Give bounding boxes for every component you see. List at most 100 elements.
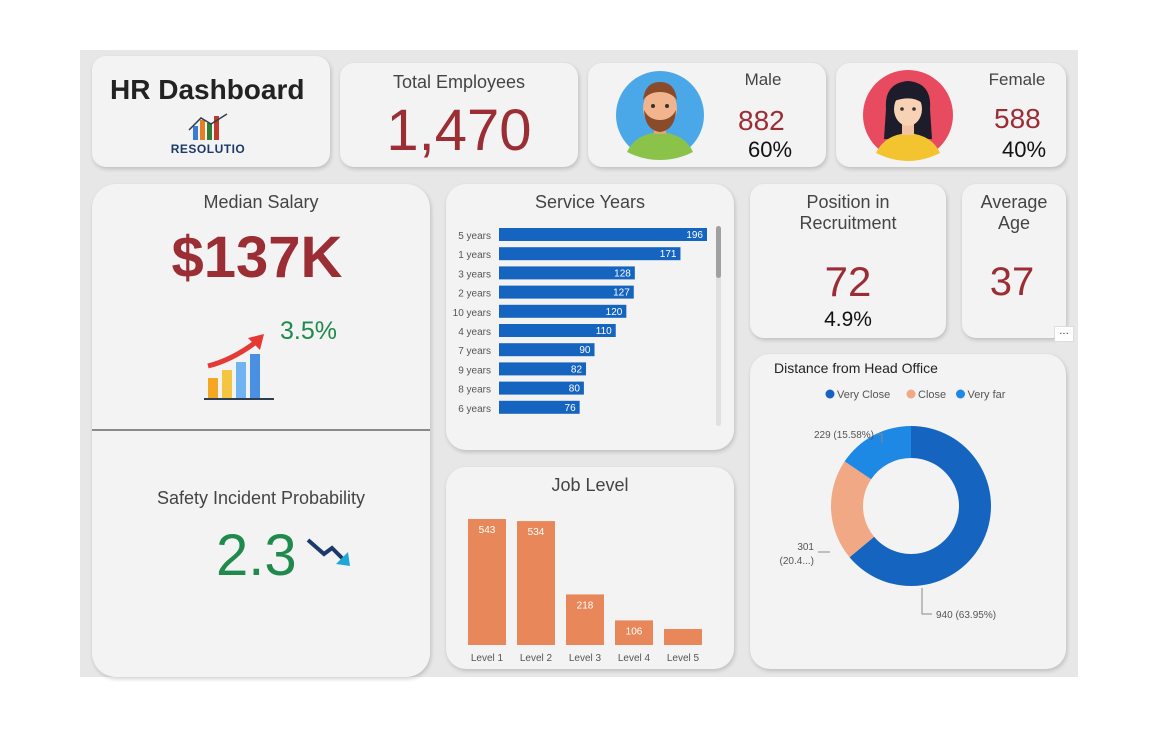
service-years-category-label: 8 years (458, 385, 491, 396)
female-label: Female (988, 70, 1046, 89)
job-level-chart: 543 Level 1 534 Level 2 218 Level 3 106 Level 4… (468, 519, 702, 664)
dashboard-canvas: HR Dashboard RESOLUTIO Total Employees 1… (80, 50, 1078, 677)
growth-chart-icon (204, 334, 274, 400)
service-years-bar[interactable] (499, 266, 635, 280)
logo-text: RESOLUTIO (170, 142, 246, 156)
total-employees-value: 1,470 (386, 98, 532, 163)
job-level-category-label: Level 5 (667, 653, 700, 664)
service-years-bar-value: 82 (571, 364, 583, 375)
card-divider (92, 429, 430, 431)
service-years-bar[interactable] (499, 228, 707, 241)
legend-marker (956, 389, 965, 399)
job-level-category-label: Level 4 (618, 653, 651, 664)
male-card: Male 882 60% (588, 63, 826, 167)
job-level-bar[interactable] (517, 521, 555, 645)
more-options-button[interactable]: ... (1054, 326, 1074, 342)
male-avatar-icon (616, 71, 704, 160)
job-level-bar[interactable] (615, 620, 653, 645)
service-years-bar[interactable] (499, 247, 681, 261)
job-level-card: Job Level 543 Level 1 534 Level 2 218 Level 3… (446, 467, 734, 669)
female-card: Female 588 40% (836, 63, 1066, 167)
job-level-category-label: Level 3 (569, 653, 602, 664)
page-title: HR Dashboard (110, 74, 305, 105)
average-age-value: 37 (989, 260, 1035, 304)
service-years-bar-value: 90 (579, 345, 591, 356)
service-years-bar-value: 196 (686, 230, 703, 241)
legend-label[interactable]: Very Close (837, 389, 890, 401)
male-label: Male (744, 70, 782, 89)
salary-safety-card: Median Salary $137K 3.5% Safety Incident… (92, 184, 430, 677)
female-percent: 40% (1002, 137, 1047, 162)
service-years-category-label: 1 years (458, 250, 491, 261)
legend-marker (906, 389, 916, 399)
service-years-category-label: 9 years (458, 365, 491, 376)
legend-label[interactable]: Close (918, 389, 946, 401)
male-value: 882 (738, 105, 785, 136)
service-years-bar[interactable] (499, 304, 627, 318)
service-years-bar[interactable] (499, 324, 616, 337)
job-level-category-label: Level 2 (520, 653, 553, 664)
median-salary-value: $137K (171, 225, 343, 290)
recruitment-card: Position in Recruitment 72 4.9% (750, 184, 946, 338)
distance-chart: Very Close Close Very far 229 (15.58%) 301 (2… (780, 389, 1006, 621)
recruitment-label-line2: Recruitment (799, 213, 897, 233)
safety-label: Safety Incident Probability (156, 488, 366, 508)
scrollbar-thumb[interactable] (716, 226, 721, 278)
job-level-bar[interactable] (664, 628, 702, 645)
service-years-category-label: 10 years (453, 308, 491, 319)
donut-label: 940 (63.95%) (936, 610, 996, 621)
service-years-bar[interactable] (499, 400, 580, 414)
service-years-category-label: 4 years (458, 327, 491, 338)
job-level-bar-value: 106 (626, 626, 643, 637)
legend-marker (825, 389, 835, 399)
service-years-category-label: 7 years (458, 346, 491, 357)
service-years-scrollbar[interactable] (716, 226, 721, 426)
service-years-bar[interactable] (499, 285, 634, 299)
logo-icon (188, 113, 228, 140)
service-years-bar[interactable] (499, 381, 584, 395)
job-level-bar-value: 534 (528, 527, 545, 538)
title-card: HR Dashboard RESOLUTIO (92, 56, 330, 167)
donut-label: 301 (797, 542, 814, 553)
average-age-label-line1: Average (980, 192, 1048, 212)
service-years-bar[interactable] (499, 362, 587, 376)
service-years-category-label: 6 years (458, 404, 491, 415)
service-years-bar-value: 120 (606, 307, 623, 318)
service-years-bar-value: 76 (565, 403, 577, 414)
job-level-title: Job Level (551, 475, 629, 495)
job-level-category-label: Level 1 (471, 653, 504, 664)
salary-growth-value: 3.5% (280, 317, 337, 345)
service-years-bar-value: 110 (596, 326, 612, 337)
donut-slice[interactable] (831, 461, 875, 558)
service-years-card: Service Years 5 years 196 1 years 171 3 year… (446, 184, 734, 450)
donut-slice[interactable] (849, 426, 991, 586)
leader-line (921, 588, 932, 615)
female-value: 588 (994, 103, 1041, 134)
recruitment-label-line1: Position in (806, 192, 890, 212)
median-salary-label: Median Salary (203, 192, 319, 212)
recruitment-value: 72 (824, 258, 872, 305)
distance-title: Distance from Head Office (774, 360, 938, 376)
job-level-bar-value: 543 (479, 525, 496, 536)
service-years-bar-value: 127 (613, 288, 630, 299)
service-years-category-label: 3 years (458, 269, 491, 280)
female-avatar-icon (863, 70, 953, 161)
legend-label[interactable]: Very far (968, 389, 1006, 401)
male-percent: 60% (748, 137, 793, 162)
service-years-bar-value: 80 (569, 384, 581, 395)
service-years-bar[interactable] (499, 343, 595, 357)
leader-line (876, 433, 883, 443)
distance-card: Distance from Head Office Very Close Clos… (750, 354, 1066, 669)
safety-value: 2.3 (216, 523, 297, 588)
donut-slice[interactable] (844, 426, 911, 480)
service-years-bar-value: 171 (660, 249, 677, 260)
service-years-category-label: 5 years (458, 231, 491, 242)
service-years-chart: 5 years 196 1 years 171 3 years 128 2 years 127… (453, 228, 707, 415)
service-years-category-label: 2 years (458, 289, 491, 300)
donut-label: (20.4...) (780, 556, 814, 567)
total-employees-card: Total Employees 1,470 (340, 63, 578, 167)
job-level-bar[interactable] (566, 594, 604, 645)
job-level-bar[interactable] (468, 519, 506, 645)
donut-label: 229 (15.58%) (814, 430, 874, 441)
job-level-bar-value: 218 (577, 600, 594, 611)
